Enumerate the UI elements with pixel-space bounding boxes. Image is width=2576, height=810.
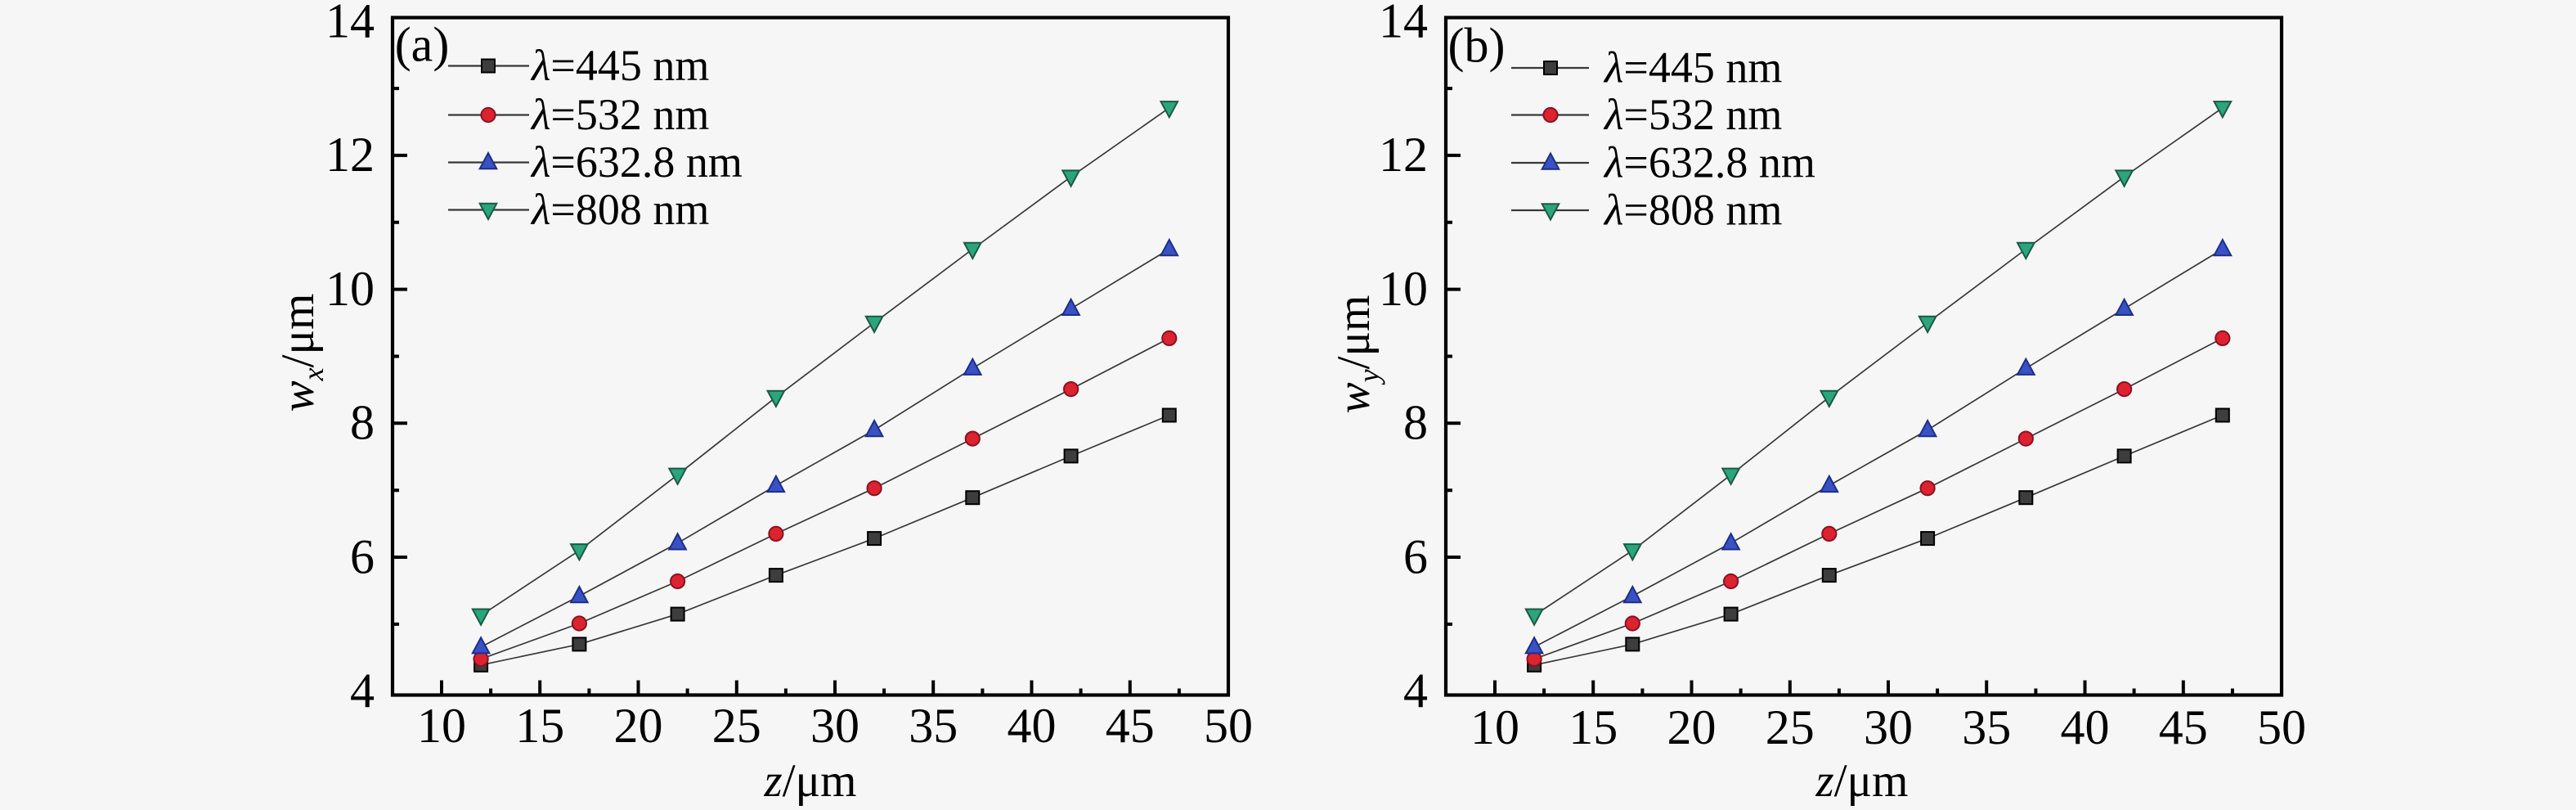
svg-text:λ=808 nm: λ=808 nm [1603,186,1782,235]
svg-text:z/μm: z/μm [1815,755,1909,807]
svg-text:8: 8 [350,396,375,450]
svg-text:15: 15 [1568,700,1618,754]
svg-text:40: 40 [1008,699,1057,753]
svg-text:25: 25 [712,699,761,753]
svg-text:50: 50 [2257,700,2306,754]
svg-text:(a): (a) [395,18,450,72]
svg-text:10: 10 [1379,262,1428,316]
svg-text:8: 8 [1403,396,1428,450]
svg-text:λ=532 nm: λ=532 nm [530,90,709,139]
svg-text:40: 40 [2061,700,2110,754]
svg-text:12: 12 [1379,128,1428,182]
svg-text:14: 14 [325,0,375,48]
svg-text:λ=632.8 nm: λ=632.8 nm [530,137,743,187]
svg-text:30: 30 [1864,700,1913,754]
svg-text:wx/μm: wx/μm [272,294,330,412]
svg-text:45: 45 [2159,700,2208,754]
svg-text:λ=532 nm: λ=532 nm [1603,90,1782,139]
svg-text:z/μm: z/μm [764,755,857,807]
svg-text:4: 4 [350,664,375,718]
svg-text:λ=632.8 nm: λ=632.8 nm [1603,138,1815,187]
svg-text:6: 6 [1403,529,1428,583]
svg-text:20: 20 [1667,700,1717,754]
svg-text:10: 10 [417,699,466,753]
svg-text:λ=445 nm: λ=445 nm [1603,43,1782,92]
svg-text:35: 35 [1962,700,2011,754]
svg-text:6: 6 [350,529,375,583]
svg-text:10: 10 [325,262,375,316]
svg-text:4: 4 [1403,664,1428,718]
svg-text:20: 20 [614,699,663,753]
svg-text:50: 50 [1204,699,1253,753]
svg-text:30: 30 [810,699,859,753]
svg-text:12: 12 [325,128,375,182]
svg-text:λ=445 nm: λ=445 nm [530,41,709,90]
svg-text:15: 15 [515,699,564,753]
svg-text:25: 25 [1766,700,1815,754]
svg-text:45: 45 [1106,699,1155,753]
svg-text:λ=808 nm: λ=808 nm [530,185,709,234]
svg-text:14: 14 [1379,0,1428,48]
svg-text:10: 10 [1470,700,1519,754]
svg-text:wy/μm: wy/μm [1328,295,1385,414]
svg-text:35: 35 [909,699,958,753]
svg-text:(b): (b) [1448,19,1506,73]
